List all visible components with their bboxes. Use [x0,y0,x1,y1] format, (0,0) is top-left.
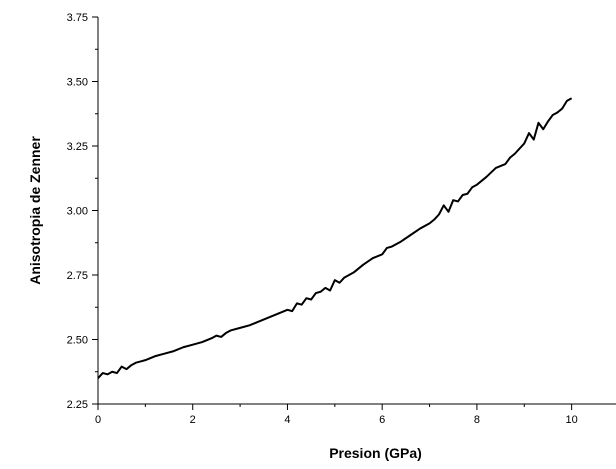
y-ticks: 2.25 2.50 2.75 3.00 3.25 3.50 3.75 [67,12,98,411]
y-tick-label: 2.50 [67,335,88,347]
x-ticks: 0 2 4 6 8 10 [95,404,578,426]
x-axis-title: Presion (GPa) [329,445,422,461]
x-tick-label: 8 [474,414,480,426]
axes [97,17,616,405]
y-tick-label: 3.75 [67,12,88,24]
x-tick-label: 6 [379,414,385,426]
x-tick-label: 4 [284,414,290,426]
y-tick-label: 2.25 [67,399,88,411]
x-tick-label: 2 [190,414,196,426]
y-tick-label: 3.50 [67,77,88,89]
y-tick-label: 3.00 [67,206,88,218]
y-axis-title: Anisotropia de Zenner [27,136,43,285]
data-series-line [97,97,573,379]
x-tick-label: 10 [566,414,578,426]
y-tick-label: 2.75 [67,270,88,282]
x-tick-label: 0 [95,414,101,426]
y-tick-label: 3.25 [67,141,88,153]
